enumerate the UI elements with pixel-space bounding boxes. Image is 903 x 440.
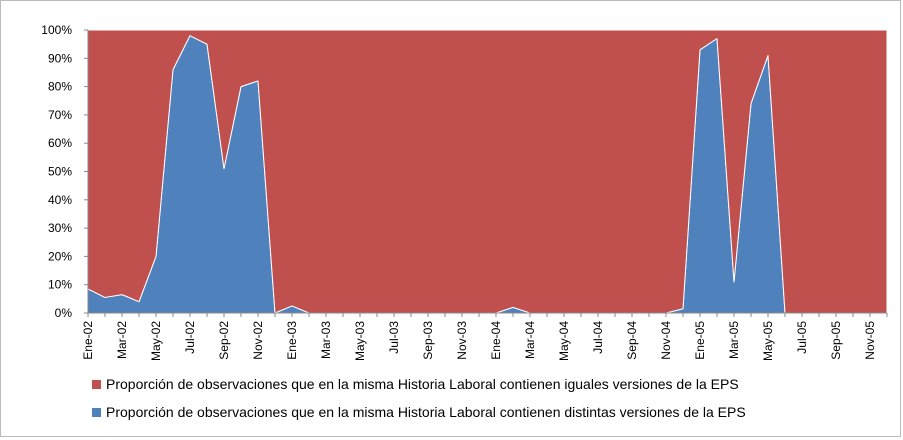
x-tick-label: Sep-02 <box>217 321 231 360</box>
x-tick-label: Jul-05 <box>795 321 809 354</box>
x-tick-label: May-03 <box>353 321 367 361</box>
y-tick-label: 90% <box>48 51 72 65</box>
x-tick-label: Ene-05 <box>693 321 707 360</box>
y-tick-label: 50% <box>48 165 72 179</box>
x-tick-label: Mar-02 <box>115 321 129 359</box>
x-tick-label: May-05 <box>761 321 775 361</box>
x-tick-label: Nov-05 <box>863 321 877 360</box>
y-tick-label: 10% <box>48 278 72 292</box>
x-tick-label: Nov-02 <box>251 321 265 360</box>
y-tick-label: 80% <box>48 80 72 94</box>
x-tick-label: Nov-03 <box>455 321 469 360</box>
x-tick-label: Nov-04 <box>659 321 673 360</box>
x-tick-label: Jul-02 <box>183 321 197 354</box>
y-tick-label: 40% <box>48 193 72 207</box>
x-tick-label: May-02 <box>149 321 163 361</box>
y-tick-label: 20% <box>48 249 72 263</box>
x-tick-label: Ene-04 <box>489 321 503 360</box>
x-tick-label: Mar-04 <box>523 321 537 359</box>
x-tick-label: May-04 <box>557 321 571 361</box>
x-tick-label: Mar-05 <box>727 321 741 359</box>
y-tick-label: 60% <box>48 136 72 150</box>
legend-label: Proporción de observaciones que en la mi… <box>106 404 746 420</box>
x-tick-label: Ene-02 <box>81 321 95 360</box>
x-tick-label: Ene-03 <box>285 321 299 360</box>
x-tick-label: Mar-03 <box>319 321 333 359</box>
x-tick-label: Sep-03 <box>421 321 435 360</box>
y-tick-label: 0% <box>55 306 73 320</box>
x-tick-label: Jul-03 <box>387 321 401 354</box>
x-tick-label: Jul-04 <box>591 321 605 354</box>
y-tick-label: 70% <box>48 108 72 122</box>
x-tick-label: Sep-04 <box>625 321 639 360</box>
y-tick-label: 100% <box>41 23 72 37</box>
legend-swatch <box>92 380 101 389</box>
y-tick-label: 30% <box>48 221 72 235</box>
x-tick-label: Sep-05 <box>829 321 843 360</box>
legend-label: Proporción de observaciones que en la mi… <box>106 376 739 392</box>
legend-swatch <box>92 408 101 417</box>
